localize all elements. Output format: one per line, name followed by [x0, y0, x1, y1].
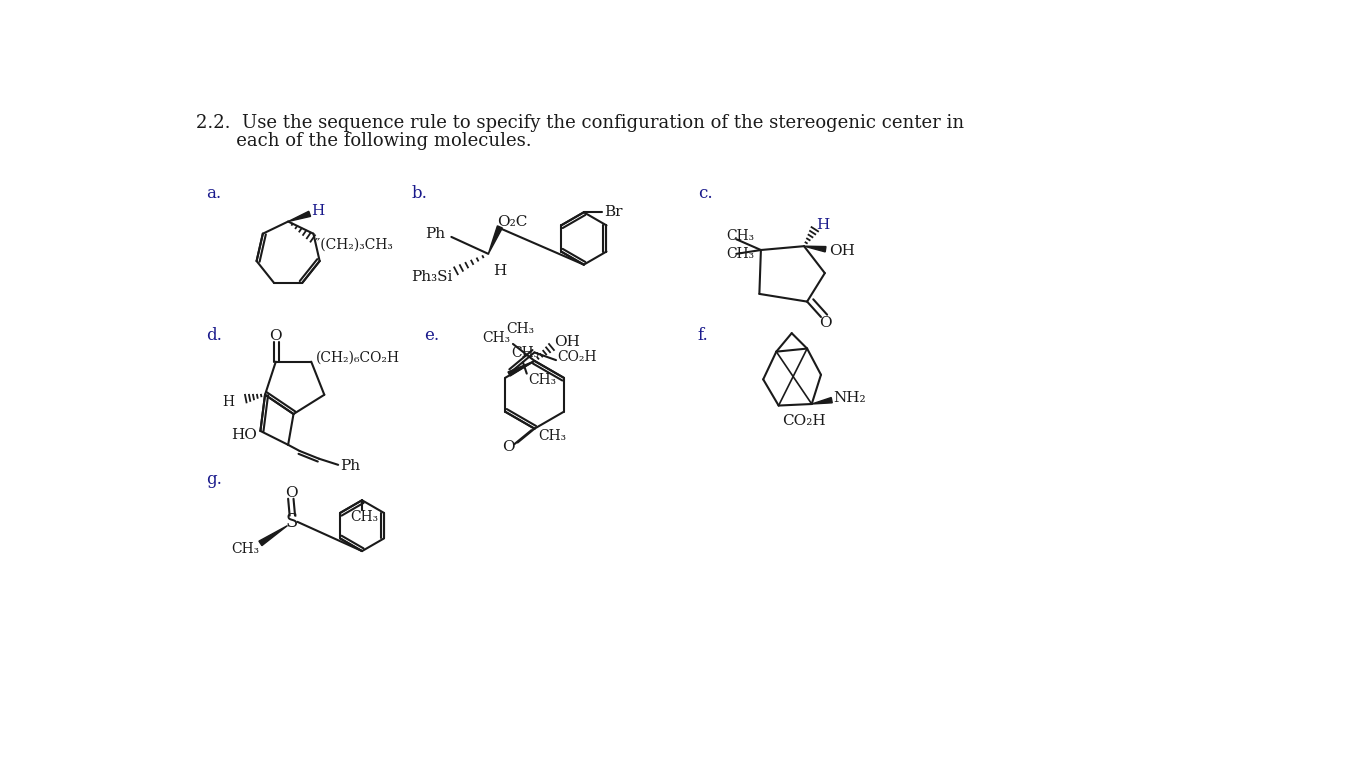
- Polygon shape: [488, 226, 503, 254]
- Polygon shape: [260, 525, 287, 545]
- Text: d.: d.: [206, 327, 223, 344]
- Text: OH: OH: [553, 335, 579, 349]
- Text: H: H: [817, 217, 829, 232]
- Text: c.: c.: [698, 184, 713, 201]
- Text: CH₃: CH₃: [538, 429, 567, 443]
- Text: O₂C: O₂C: [497, 214, 527, 229]
- Text: CH₃: CH₃: [529, 372, 556, 387]
- Text: O: O: [503, 440, 515, 454]
- Polygon shape: [811, 398, 832, 404]
- Text: f.: f.: [698, 327, 709, 344]
- Text: 2.2.  Use the sequence rule to specify the configuration of the stereogenic cent: 2.2. Use the sequence rule to specify th…: [195, 114, 964, 132]
- Text: Ph: Ph: [425, 227, 445, 241]
- Text: e.: e.: [425, 327, 440, 344]
- Text: CH₃: CH₃: [511, 346, 540, 360]
- Polygon shape: [508, 361, 534, 376]
- Text: CH₃: CH₃: [351, 510, 378, 525]
- Text: H: H: [493, 263, 507, 278]
- Text: (CH₂)₆CO₂H: (CH₂)₆CO₂H: [316, 351, 400, 365]
- Text: CH₃: CH₃: [231, 541, 260, 556]
- Text: CH₃: CH₃: [482, 331, 511, 345]
- Text: each of the following molecules.: each of the following molecules.: [195, 132, 531, 151]
- Text: ′′(CH₂)₃CH₃: ′′(CH₂)₃CH₃: [316, 237, 393, 252]
- Text: O: O: [269, 329, 283, 343]
- Text: OH: OH: [829, 243, 855, 258]
- Text: Br: Br: [604, 205, 623, 220]
- Text: Ph₃Si: Ph₃Si: [411, 270, 452, 284]
- Text: O: O: [820, 316, 832, 330]
- Text: Ph: Ph: [340, 459, 361, 473]
- Text: HO: HO: [231, 428, 257, 442]
- Text: a.: a.: [206, 184, 221, 201]
- Text: NH₂: NH₂: [833, 391, 866, 405]
- Text: CH₃: CH₃: [727, 229, 754, 243]
- Polygon shape: [288, 211, 310, 221]
- Text: H: H: [311, 204, 325, 218]
- Text: CO₂H: CO₂H: [783, 414, 826, 428]
- Text: H: H: [223, 396, 234, 409]
- Text: O: O: [285, 485, 298, 499]
- Text: b.: b.: [411, 184, 428, 201]
- Text: CH₃: CH₃: [507, 322, 534, 336]
- Text: S: S: [285, 513, 298, 531]
- Polygon shape: [805, 247, 826, 252]
- Text: g.: g.: [206, 471, 223, 488]
- Text: CH₃: CH₃: [727, 247, 754, 261]
- Text: CO₂H: CO₂H: [557, 350, 597, 364]
